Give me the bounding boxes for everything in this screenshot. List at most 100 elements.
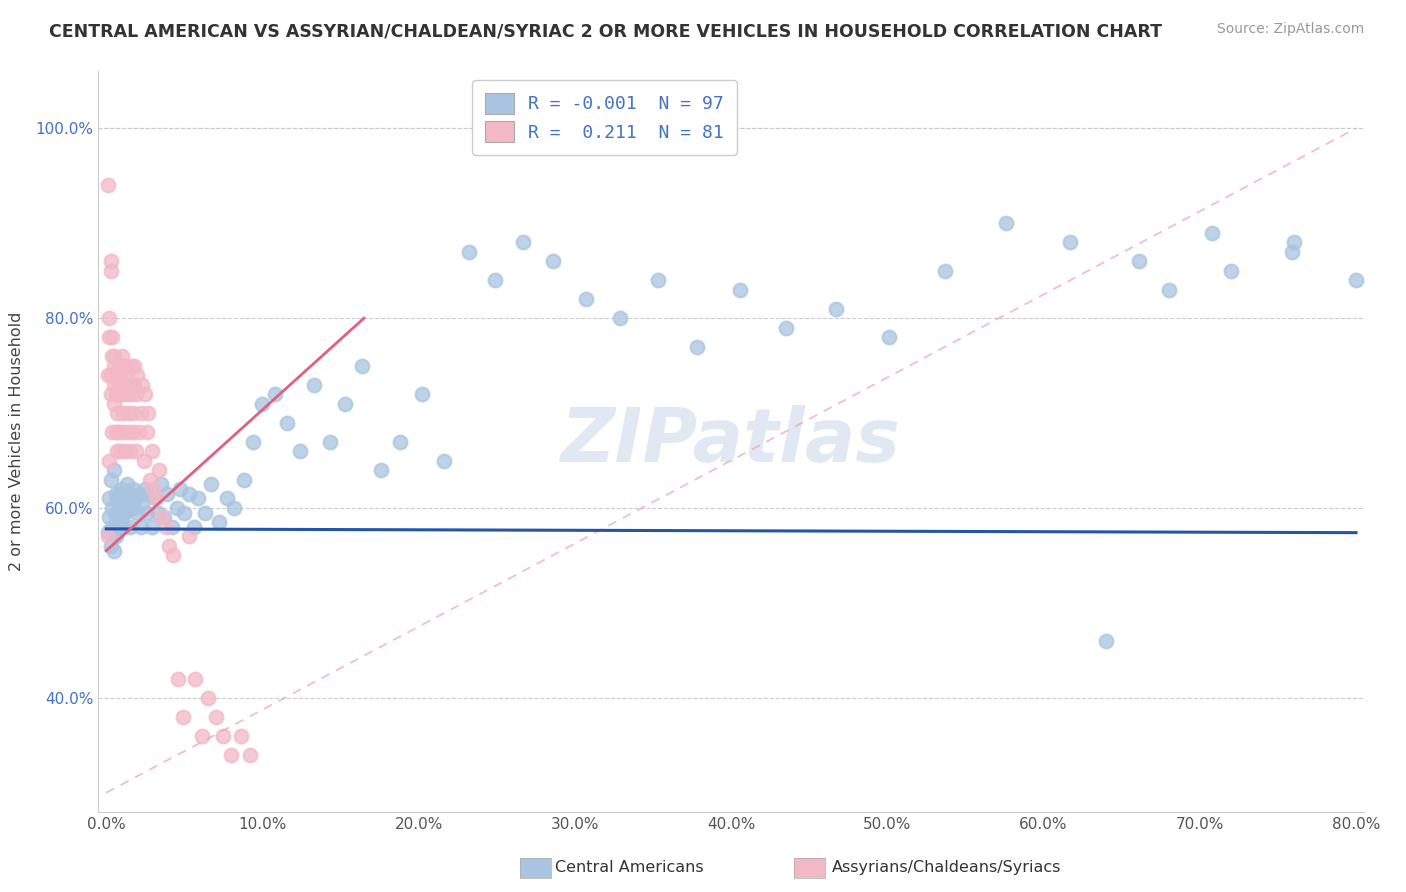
Point <box>127 506 149 520</box>
Point <box>117 500 139 515</box>
Point <box>139 473 162 487</box>
Point <box>775 320 797 334</box>
Point <box>187 491 209 506</box>
Point <box>98 453 121 467</box>
Text: Central Americans: Central Americans <box>555 861 704 875</box>
Point <box>1344 273 1367 287</box>
Point <box>124 359 146 373</box>
Point <box>152 510 174 524</box>
Point <box>200 477 222 491</box>
Point <box>100 254 122 268</box>
Point <box>370 463 392 477</box>
Point <box>120 359 142 373</box>
Point <box>242 434 264 449</box>
Point <box>647 273 669 287</box>
Point <box>118 444 141 458</box>
Point <box>824 301 846 316</box>
Point <box>335 396 357 410</box>
Point <box>107 359 129 373</box>
Point <box>219 747 242 762</box>
Point <box>730 283 752 297</box>
Legend: R = -0.001  N = 97, R =  0.211  N = 81: R = -0.001 N = 97, R = 0.211 N = 81 <box>472 80 737 154</box>
Point <box>103 396 125 410</box>
Point <box>167 672 190 686</box>
Point <box>100 539 122 553</box>
Point <box>97 368 120 383</box>
Point <box>125 444 148 458</box>
Point <box>173 506 195 520</box>
Point <box>111 500 134 515</box>
Point <box>118 377 141 392</box>
Point <box>110 520 132 534</box>
Point <box>232 473 254 487</box>
Point <box>104 510 127 524</box>
Point <box>1220 263 1243 277</box>
Point <box>155 520 177 534</box>
Point <box>1059 235 1081 250</box>
Point <box>97 524 120 539</box>
Point <box>184 672 207 686</box>
Point <box>101 520 124 534</box>
Point <box>115 496 138 510</box>
Point <box>103 359 125 373</box>
Point <box>103 463 125 477</box>
Point <box>110 444 132 458</box>
Point <box>110 368 132 383</box>
Point <box>512 235 534 250</box>
Point <box>118 487 141 501</box>
Point <box>148 463 170 477</box>
Point <box>135 506 157 520</box>
Point <box>141 520 163 534</box>
Point <box>103 349 125 363</box>
Point <box>114 491 136 506</box>
Point <box>104 487 127 501</box>
Point <box>112 359 135 373</box>
Point <box>101 349 124 363</box>
Point <box>105 506 128 520</box>
Point <box>114 444 136 458</box>
Point <box>105 406 128 420</box>
Point <box>318 434 340 449</box>
Point <box>118 520 141 534</box>
Point <box>121 406 143 420</box>
Point <box>212 729 235 743</box>
Point <box>112 506 135 520</box>
Point <box>352 359 374 373</box>
Point <box>1281 244 1303 259</box>
Point <box>484 273 506 287</box>
Point <box>160 520 183 534</box>
Point <box>457 244 479 259</box>
Point <box>177 487 200 501</box>
Point <box>100 368 122 383</box>
Point <box>110 387 132 401</box>
Point <box>197 690 219 705</box>
Point <box>125 387 148 401</box>
Point <box>162 549 184 563</box>
Point <box>131 377 153 392</box>
Point <box>103 543 125 558</box>
Point <box>138 406 160 420</box>
Point <box>107 496 129 510</box>
Point <box>172 710 194 724</box>
Point <box>103 377 125 392</box>
Point <box>112 425 135 439</box>
Point <box>110 487 132 501</box>
Point <box>98 491 121 506</box>
Point <box>112 520 135 534</box>
Point <box>124 500 146 515</box>
Point <box>141 444 163 458</box>
Point <box>239 747 262 762</box>
Point <box>134 387 156 401</box>
Point <box>129 406 152 420</box>
Point <box>433 453 456 467</box>
Point <box>112 487 135 501</box>
Point <box>411 387 433 401</box>
Point <box>1095 633 1118 648</box>
Point <box>934 263 956 277</box>
Point <box>115 387 138 401</box>
Point <box>302 377 325 392</box>
Point <box>107 377 129 392</box>
Point <box>142 482 165 496</box>
Point <box>149 477 172 491</box>
Point <box>264 387 287 401</box>
